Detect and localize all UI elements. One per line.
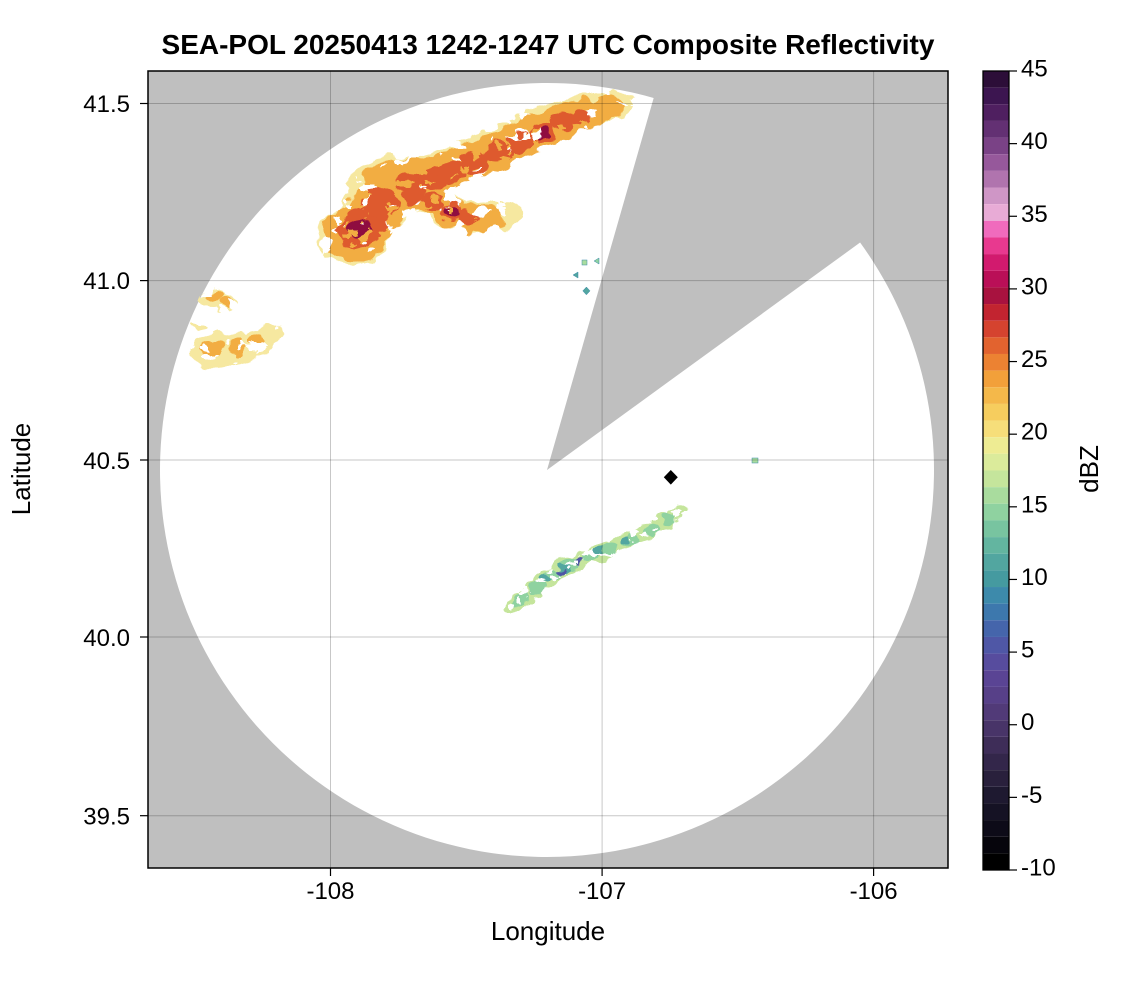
svg-text:45: 45 [1021,56,1048,83]
svg-text:0: 0 [1021,709,1034,736]
svg-text:35: 35 [1021,201,1048,228]
svg-text:dBZ: dBZ [1074,445,1104,493]
svg-text:-106: -106 [850,878,898,905]
svg-text:20: 20 [1021,419,1048,446]
svg-text:15: 15 [1021,491,1048,518]
svg-text:-108: -108 [306,878,354,905]
svg-text:Longitude: Longitude [491,916,605,946]
svg-text:Latitude: Latitude [6,423,36,516]
svg-text:41.5: 41.5 [83,91,130,118]
svg-text:30: 30 [1021,273,1048,300]
svg-text:41.0: 41.0 [83,268,130,295]
svg-text:40: 40 [1021,128,1048,155]
svg-text:5: 5 [1021,637,1034,664]
svg-text:-107: -107 [578,878,626,905]
svg-text:10: 10 [1021,564,1048,591]
svg-text:-10: -10 [1021,855,1056,882]
svg-text:40.5: 40.5 [83,448,130,475]
svg-text:40.0: 40.0 [83,625,130,652]
svg-text:-5: -5 [1021,782,1042,809]
svg-text:39.5: 39.5 [83,804,130,831]
svg-text:SEA-POL 20250413 1242-1247 UTC: SEA-POL 20250413 1242-1247 UTC Composite… [162,29,935,60]
svg-text:25: 25 [1021,346,1048,373]
